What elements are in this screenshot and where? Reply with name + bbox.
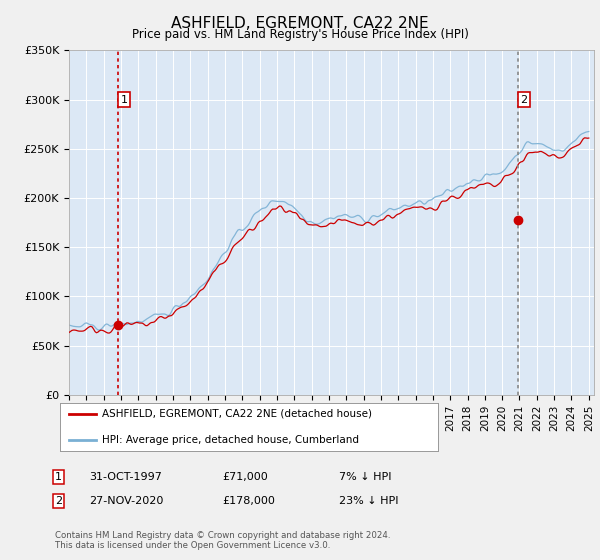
- Text: 7% ↓ HPI: 7% ↓ HPI: [339, 472, 391, 482]
- Text: 27-NOV-2020: 27-NOV-2020: [89, 496, 163, 506]
- Text: ASHFIELD, EGREMONT, CA22 2NE: ASHFIELD, EGREMONT, CA22 2NE: [171, 16, 429, 31]
- Text: 1: 1: [55, 472, 62, 482]
- Text: 2: 2: [55, 496, 62, 506]
- Text: ASHFIELD, EGREMONT, CA22 2NE (detached house): ASHFIELD, EGREMONT, CA22 2NE (detached h…: [101, 409, 371, 419]
- Text: £178,000: £178,000: [222, 496, 275, 506]
- Text: Contains HM Land Registry data © Crown copyright and database right 2024.
This d: Contains HM Land Registry data © Crown c…: [55, 530, 391, 550]
- Text: £71,000: £71,000: [222, 472, 268, 482]
- Text: 1: 1: [121, 95, 128, 105]
- Text: HPI: Average price, detached house, Cumberland: HPI: Average price, detached house, Cumb…: [101, 435, 359, 445]
- Text: 31-OCT-1997: 31-OCT-1997: [89, 472, 161, 482]
- Text: 23% ↓ HPI: 23% ↓ HPI: [339, 496, 398, 506]
- Text: Price paid vs. HM Land Registry's House Price Index (HPI): Price paid vs. HM Land Registry's House …: [131, 28, 469, 41]
- Text: 2: 2: [520, 95, 527, 105]
